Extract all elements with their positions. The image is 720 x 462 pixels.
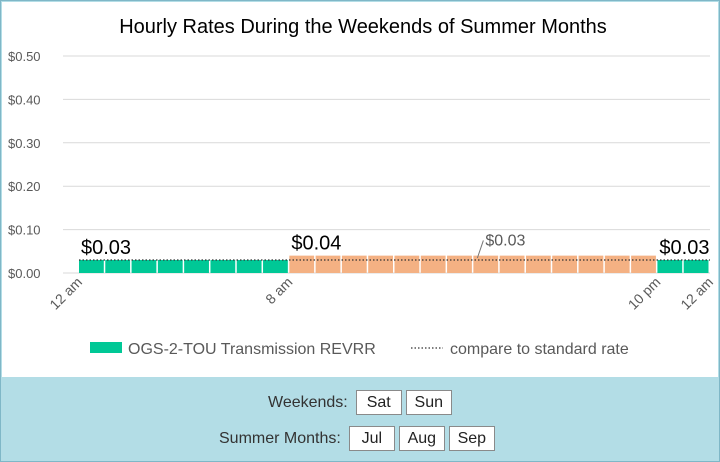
y-tick-label: $0.30	[8, 136, 41, 151]
summer-months-row: Summer Months: Jul Aug Sep	[219, 426, 495, 451]
weekends-row: Weekends: Sat Sun	[268, 390, 452, 415]
rate-bar	[79, 259, 104, 273]
sat-button[interactable]: Sat	[355, 390, 402, 415]
rate-bar	[184, 259, 209, 273]
rate-bar	[552, 255, 578, 273]
standard-rate-label: $0.03	[485, 232, 525, 249]
x-tick-label: 8 am	[262, 274, 295, 307]
rate-bar	[157, 259, 183, 273]
data-label: $0.03	[81, 237, 131, 259]
rate-bar	[105, 259, 131, 273]
rate-bar	[289, 255, 315, 273]
rate-bar	[578, 255, 604, 273]
rate-bar	[499, 255, 525, 273]
rate-bar	[473, 255, 499, 273]
filter-controls: Weekends: Sat Sun Summer Months: Jul Aug…	[1, 379, 719, 461]
data-label: $0.04	[291, 233, 341, 255]
legend-label-revrr: OGS-2-TOU Transmission REVRR	[128, 341, 376, 358]
rate-bar	[420, 255, 446, 273]
data-label: $0.03	[659, 237, 709, 259]
x-tick-label: 12 am	[677, 274, 716, 313]
summer-months-label: Summer Months:	[219, 429, 341, 447]
rate-bar	[683, 259, 709, 273]
rate-bar	[210, 259, 236, 273]
legend-swatch-revrr	[90, 342, 122, 353]
rate-bar	[604, 255, 630, 273]
weekends-label: Weekends:	[268, 393, 348, 411]
legend-label-standard: compare to standard rate	[450, 341, 629, 358]
rate-bar	[631, 255, 656, 273]
standard-label-leader	[476, 240, 484, 259]
aug-button[interactable]: Aug	[398, 426, 445, 451]
x-tick-label: 10 pm	[625, 274, 664, 313]
rate-bar	[525, 255, 551, 273]
jul-button[interactable]: Jul	[348, 426, 395, 451]
rate-chart: Hourly Rates During the Weekends of Summ…	[8, 16, 716, 358]
sep-button[interactable]: Sep	[448, 426, 495, 451]
rate-bar	[236, 259, 262, 273]
rate-bar	[657, 259, 683, 273]
rate-bar	[263, 259, 288, 273]
rate-bar	[447, 255, 472, 273]
y-tick-label: $0.20	[8, 179, 41, 194]
rate-bar	[341, 255, 367, 273]
y-tick-label: $0.10	[8, 223, 41, 238]
y-tick-label: $0.00	[8, 266, 41, 281]
rate-bar	[315, 255, 341, 273]
x-tick-label: 12 am	[46, 274, 85, 313]
y-tick-label: $0.40	[8, 92, 41, 107]
y-tick-label: $0.50	[8, 49, 41, 64]
rate-bar	[368, 255, 393, 273]
rate-bar	[394, 255, 420, 273]
chart-panel: Hourly Rates During the Weekends of Summ…	[2, 2, 718, 377]
sun-button[interactable]: Sun	[405, 390, 452, 415]
chart-title: Hourly Rates During the Weekends of Summ…	[119, 16, 607, 38]
rate-bar	[131, 259, 157, 273]
